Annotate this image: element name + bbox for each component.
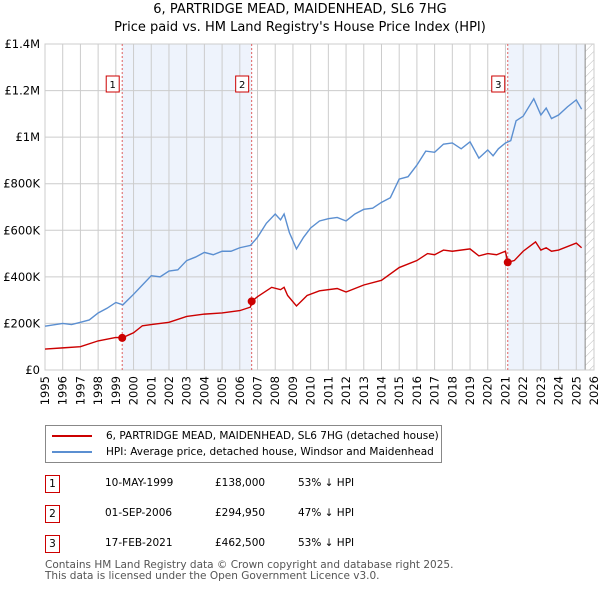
x-tick-label: 2018 (445, 376, 459, 405)
sale-row: 2 01-SEP-2006 £294,950 47% ↓ HPI (45, 505, 445, 523)
x-tick-label: 2019 (463, 376, 477, 405)
sale-row: 3 17-FEB-2021 £462,500 53% ↓ HPI (45, 535, 445, 553)
x-tick-label: 2011 (321, 376, 335, 405)
x-tick-label: 2022 (516, 376, 530, 405)
y-tick-label: £0 (25, 363, 40, 377)
legend-swatch-red (52, 435, 92, 437)
x-tick-label: 2017 (428, 376, 442, 405)
legend-item-property: 6, PARTRIDGE MEAD, MAIDENHEAD, SL6 7HG (… (46, 428, 439, 444)
x-tick-label: 2023 (534, 376, 548, 405)
x-tick-label: 1996 (56, 376, 70, 405)
sale-marker-box (105, 75, 120, 93)
y-tick-label: £1.4M (4, 37, 40, 51)
y-tick-label: £200K (3, 316, 40, 330)
x-tick-label: 2007 (251, 376, 265, 405)
x-tick-label: 2001 (144, 376, 158, 405)
sale-point (118, 333, 127, 342)
sale-point (247, 297, 256, 306)
x-tick-label: 2016 (410, 376, 424, 405)
legend-item-hpi: HPI: Average price, detached house, Wind… (46, 444, 434, 460)
x-tick-label: 2024 (552, 376, 566, 405)
sale-marker-number: 2 (45, 505, 60, 523)
x-tick-label: 1999 (109, 376, 123, 405)
legend-label: HPI: Average price, detached house, Wind… (106, 446, 434, 458)
x-tick-label: 2015 (392, 376, 406, 405)
legend-swatch-blue (52, 451, 92, 453)
y-tick-label: £600K (3, 223, 40, 237)
y-tick-label: £800K (3, 177, 40, 191)
x-tick-label: 2009 (286, 376, 300, 405)
shaded-period-3 (507, 44, 586, 370)
hpi-line (44, 97, 583, 327)
y-tick-label: £1M (15, 130, 40, 144)
x-tick-label: 2006 (233, 376, 247, 405)
plot-area: 1995 1996 1997 1998 1999 2000 2001 2002 2003 2004… (3, 37, 600, 405)
footer-licence: This data is licensed under the Open Gov… (45, 570, 380, 582)
x-tick-label: 2012 (339, 376, 353, 405)
x-tick-label: 2004 (197, 376, 211, 405)
chart-subtitle: Price paid vs. HM Land Registry's House … (114, 20, 486, 35)
x-tick-label: 2002 (162, 376, 176, 405)
sale-marker-label: 1 (110, 80, 116, 91)
sale-row: 1 10-MAY-1999 £138,000 53% ↓ HPI (45, 475, 445, 493)
sale-price: £462,500 (215, 537, 266, 549)
legend-label: 6, PARTRIDGE MEAD, MAIDENHEAD, SL6 7HG (… (106, 430, 439, 442)
sale-hpi-diff: 53% ↓ HPI (298, 477, 355, 489)
sale-date: 17-FEB-2021 (105, 537, 173, 549)
x-tick-label: 2008 (268, 376, 282, 405)
sale-date: 10-MAY-1999 (105, 477, 174, 489)
plot-border (44, 43, 595, 371)
sale-marker-number: 3 (45, 535, 60, 553)
sale-point (503, 258, 512, 267)
x-tick-label: 2005 (215, 376, 229, 405)
sale-marker-number: 1 (45, 475, 60, 493)
property-price-line (44, 240, 583, 350)
x-tick-label: 2025 (569, 376, 583, 405)
sale-marker-label: 3 (495, 80, 501, 91)
x-tick-label: 1995 (38, 376, 52, 405)
sale-date: 01-SEP-2006 (105, 507, 173, 519)
x-tick-label: 2014 (374, 376, 388, 405)
footer: Contains HM Land Registry data © Crown c… (45, 560, 453, 582)
sale-marker-label: 2 (239, 80, 245, 91)
sale-hpi-diff: 47% ↓ HPI (298, 507, 355, 519)
x-tick-label: 1997 (73, 376, 87, 405)
footer-copyright: Contains HM Land Registry data © Crown c… (45, 559, 454, 571)
x-tick-label: 2003 (180, 376, 194, 405)
x-tick-label: 2021 (498, 376, 512, 405)
x-tick-label: 1998 (91, 376, 105, 405)
x-tick-label: 2013 (357, 376, 371, 405)
x-tick-label: 2020 (481, 376, 495, 405)
sale-price: £138,000 (215, 477, 266, 489)
x-tick-label: 2000 (127, 376, 141, 405)
x-tick-label: 2026 (587, 376, 600, 405)
future-hatch (585, 44, 594, 370)
sale-marker-box (235, 75, 250, 93)
chart-title: 6, PARTRIDGE MEAD, MAIDENHEAD, SL6 7HG (153, 2, 447, 17)
y-tick-label: £1.2M (4, 84, 40, 98)
y-tick-label: £400K (3, 270, 40, 284)
sale-price: £294,950 (215, 507, 266, 519)
sale-marker-box (491, 75, 506, 93)
sale-hpi-diff: 53% ↓ HPI (298, 537, 355, 549)
x-tick-label: 2010 (304, 376, 318, 405)
legend: 6, PARTRIDGE MEAD, MAIDENHEAD, SL6 7HG (… (45, 425, 442, 463)
